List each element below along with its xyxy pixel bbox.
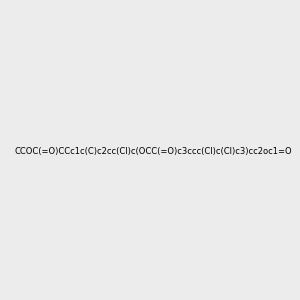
Text: CCOC(=O)CCc1c(C)c2cc(Cl)c(OCC(=O)c3ccc(Cl)c(Cl)c3)cc2oc1=O: CCOC(=O)CCc1c(C)c2cc(Cl)c(OCC(=O)c3ccc(C…	[15, 147, 292, 156]
